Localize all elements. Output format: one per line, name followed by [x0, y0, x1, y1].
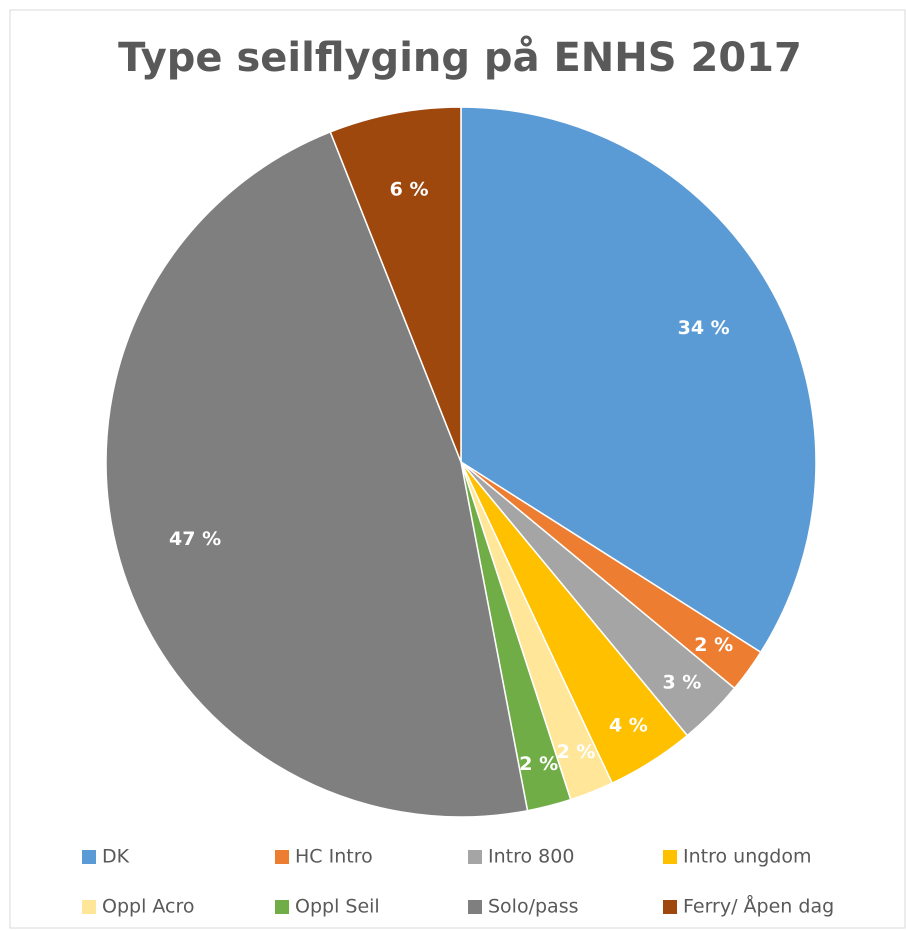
legend-swatch	[663, 900, 677, 914]
data-label: 6 %	[390, 179, 429, 201]
legend-label: Ferry/ Åpen dag	[683, 895, 834, 918]
legend-label: Intro 800	[488, 846, 574, 868]
legend-label: HC Intro	[295, 846, 373, 868]
legend-swatch	[468, 900, 482, 914]
legend-swatch	[663, 850, 677, 864]
legend-swatch	[275, 850, 289, 864]
data-label: 34 %	[678, 317, 730, 339]
data-label: 47 %	[169, 528, 221, 550]
legend-label: Oppl Acro	[102, 896, 195, 918]
legend-label: Intro ungdom	[683, 846, 812, 868]
data-label: 3 %	[662, 671, 701, 693]
data-label: 2 %	[557, 741, 596, 763]
data-label: 2 %	[694, 634, 733, 656]
legend-label: DK	[102, 846, 130, 868]
pie-slice	[329, 106, 462, 463]
pie-slice	[460, 106, 817, 654]
legend-swatch	[82, 850, 96, 864]
data-label: 2 %	[519, 753, 558, 775]
legend-swatch	[468, 850, 482, 864]
pie-slice	[105, 130, 529, 818]
legend-label: Solo/pass	[488, 896, 579, 918]
chart-title: Type seilflyging på ENHS 2017	[118, 34, 802, 81]
legend-label: Oppl Seil	[295, 896, 380, 918]
data-label: 4 %	[609, 714, 648, 736]
legend-swatch	[82, 900, 96, 914]
legend-swatch	[275, 900, 289, 914]
